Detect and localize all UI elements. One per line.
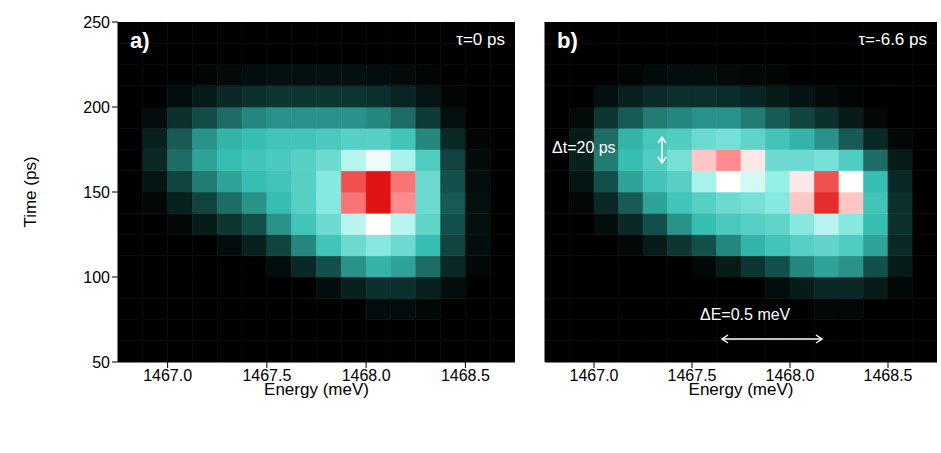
svg-text:1468.0: 1468.0 <box>765 367 815 385</box>
svg-text:Energy (meV): Energy (meV) <box>264 380 369 399</box>
svg-text:1468.0: 1468.0 <box>341 367 391 385</box>
svg-text:1467.5: 1467.5 <box>242 367 292 385</box>
svg-text:150: 150 <box>83 184 110 201</box>
svg-text:1467.0: 1467.0 <box>143 367 192 384</box>
svg-text:1467.5: 1467.5 <box>667 367 717 385</box>
html-text:Δt=20 ps: Δt=20 ps <box>552 139 616 156</box>
svg-text:1468.5: 1468.5 <box>864 367 913 384</box>
svg-text:200: 200 <box>83 99 110 116</box>
html-text:τ=0 ps: τ=0 ps <box>456 30 505 49</box>
svg-text:1468.5: 1468.5 <box>441 367 490 384</box>
html-text:b): b) <box>557 28 578 53</box>
svg-text:100: 100 <box>83 269 110 286</box>
html-text:a): a) <box>130 28 150 53</box>
svg-text:Time (ps): Time (ps) <box>21 156 40 227</box>
svg-text:250: 250 <box>83 14 110 31</box>
html-text:ΔE=0.5 meV: ΔE=0.5 meV <box>700 306 791 323</box>
svg-text:1467.0: 1467.0 <box>570 367 619 384</box>
html-text:τ=-6.6 ps: τ=-6.6 ps <box>858 30 927 49</box>
svg-text:Energy (meV): Energy (meV) <box>689 380 794 399</box>
svg-text:50: 50 <box>92 354 110 371</box>
